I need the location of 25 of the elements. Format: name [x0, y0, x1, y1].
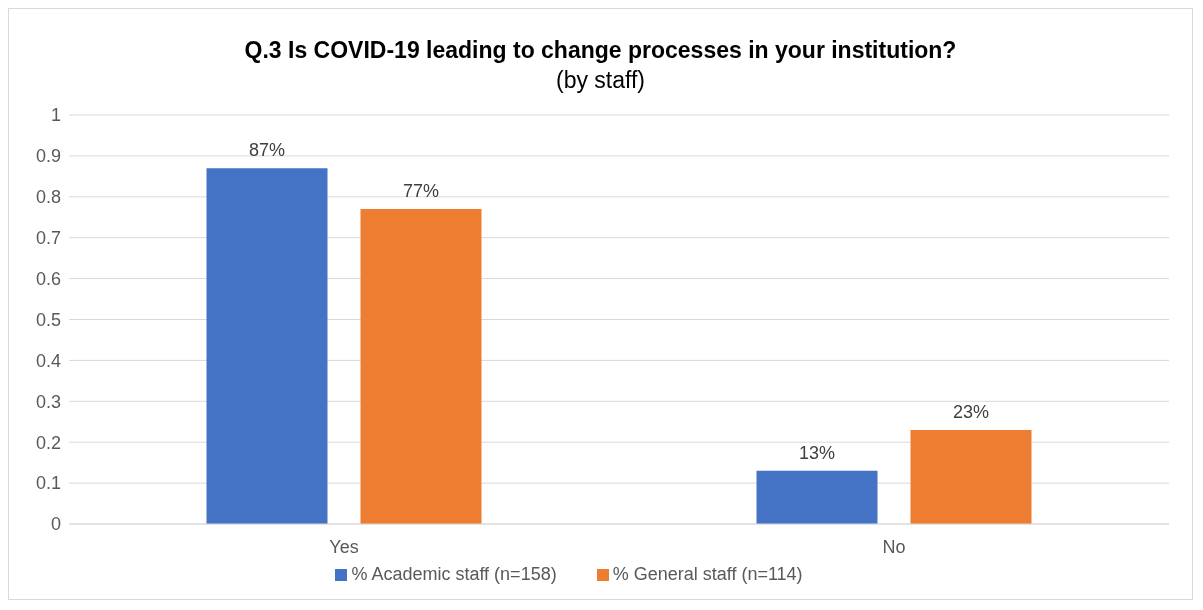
bar: [360, 209, 482, 524]
legend-label: % General staff (n=114): [612, 564, 803, 584]
y-tick-label: 0.9: [35, 146, 61, 167]
chart-title: Q.3 Is COVID-19 leading to change processes in your institution?: [243, 36, 958, 65]
legend-label: % Academic staff (n=158): [351, 564, 557, 584]
y-tick-label: 0.4: [35, 350, 61, 371]
y-tick-label: 1: [50, 105, 61, 126]
bar: [756, 470, 878, 524]
data-label: 13%: [798, 442, 836, 463]
data-label: 77%: [402, 181, 440, 202]
y-tick-label: 0.1: [35, 473, 61, 494]
y-tick-label: 0.6: [35, 268, 61, 289]
bar: [910, 429, 1032, 524]
x-tick-label: Yes: [329, 536, 359, 557]
data-label: 87%: [248, 140, 286, 161]
y-tick-label: 0.5: [35, 309, 61, 330]
y-tick-label: 0.8: [35, 187, 61, 208]
bar: [206, 168, 328, 524]
x-tick-label: No: [882, 536, 906, 557]
y-tick-label: 0.7: [35, 228, 61, 249]
data-label: 23%: [952, 401, 990, 422]
y-tick-label: 0.2: [35, 432, 61, 453]
y-tick-label: 0: [50, 514, 61, 535]
chart-subtitle: (by staff): [554, 66, 646, 95]
y-tick-label: 0.3: [35, 391, 61, 412]
